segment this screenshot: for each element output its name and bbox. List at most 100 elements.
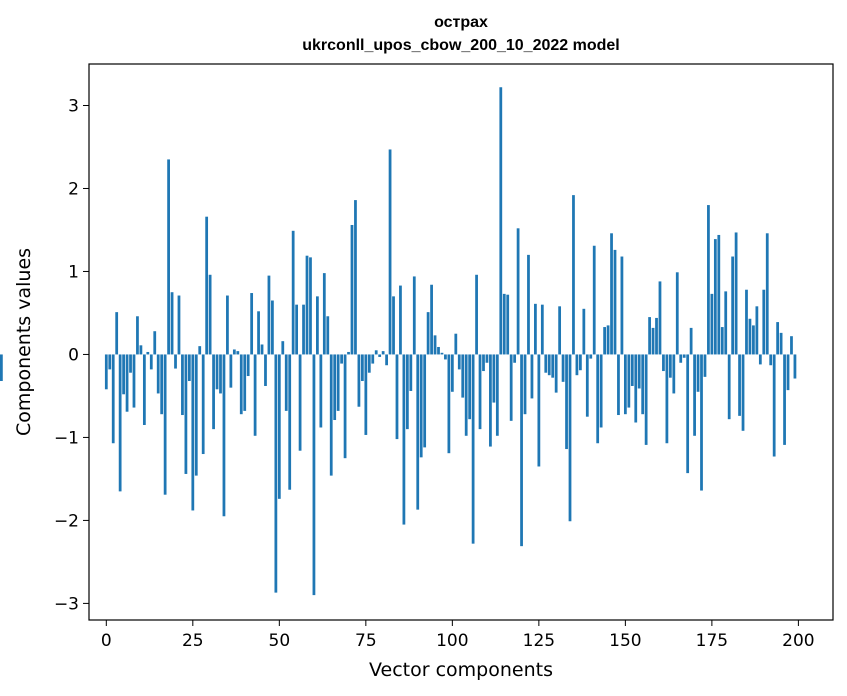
bar-103 <box>461 354 465 398</box>
bar-139 <box>585 354 589 417</box>
bar-1 <box>108 354 112 370</box>
bar-39 <box>239 354 243 415</box>
bar-88 <box>409 354 413 391</box>
bar-123 <box>530 354 534 399</box>
bar-49 <box>274 354 278 593</box>
bar-194 <box>776 322 780 355</box>
bar-17 <box>163 354 167 495</box>
bar-70 <box>347 351 350 355</box>
bar-142 <box>596 354 600 444</box>
bar-133 <box>565 354 568 450</box>
bar-27 <box>198 346 202 355</box>
bar-124 <box>534 303 537 355</box>
bar-171 <box>696 354 700 392</box>
bar-50 <box>277 354 281 499</box>
bar-101 <box>454 333 458 355</box>
bar-184 <box>741 354 745 431</box>
bar-10 <box>139 345 143 355</box>
bar-191 <box>765 233 769 355</box>
bar-55 <box>295 304 299 355</box>
bar-96 <box>437 346 440 355</box>
bar-90 <box>416 354 420 510</box>
bar-162 <box>665 354 669 444</box>
plot-frame <box>88 63 834 621</box>
bar-63 <box>322 273 326 355</box>
bar-108 <box>478 354 482 430</box>
x-tick-label: 175 <box>696 631 728 651</box>
bar-48 <box>271 300 274 355</box>
bar-4 <box>118 354 122 492</box>
bar-132 <box>561 354 565 382</box>
bar-12 <box>146 351 150 355</box>
bar-165 <box>675 272 679 355</box>
bar-78 <box>374 350 378 355</box>
bar-169 <box>689 327 693 355</box>
bar-116 <box>506 294 510 355</box>
bar-56 <box>298 354 302 451</box>
bar-183 <box>738 354 741 416</box>
bar-43 <box>253 354 257 436</box>
bar-152 <box>630 354 634 386</box>
bar-131 <box>558 306 562 355</box>
bar-178 <box>720 327 724 355</box>
bar-156 <box>644 354 648 445</box>
bar-167 <box>682 354 686 358</box>
bar-47 <box>267 275 271 355</box>
bar-37 <box>232 349 236 355</box>
bar-69 <box>343 354 347 459</box>
bar-46 <box>264 354 267 386</box>
bar-180 <box>727 354 731 420</box>
bar-173 <box>703 354 707 377</box>
bar-160 <box>658 281 662 355</box>
bar-80 <box>381 351 385 355</box>
bar-77 <box>371 354 375 364</box>
bar-5 <box>122 354 125 395</box>
bar-45 <box>260 344 264 355</box>
bar-112 <box>492 354 496 403</box>
bar-82 <box>388 149 392 355</box>
bar-141 <box>592 245 596 355</box>
y-tick-label: −1 <box>54 428 79 448</box>
bar-181 <box>731 256 735 355</box>
bar-128 <box>547 354 551 376</box>
y-tick-label: −2 <box>54 511 79 531</box>
bar-143 <box>599 354 603 428</box>
chart-title: острах <box>434 14 488 31</box>
bar-163 <box>668 354 672 378</box>
bar-154 <box>637 354 641 389</box>
bar-136 <box>575 354 579 376</box>
bar-66 <box>333 354 337 421</box>
bar-115 <box>502 293 506 355</box>
bar-65 <box>329 354 333 476</box>
bar-81 <box>385 354 388 366</box>
x-tick-label: 75 <box>355 631 377 651</box>
bar-15 <box>156 354 160 394</box>
bar-73 <box>357 354 361 407</box>
bar-113 <box>495 354 499 436</box>
bar-182 <box>734 232 738 355</box>
bar-176 <box>713 239 717 355</box>
bar-144 <box>603 327 606 355</box>
y-axis-ticks: −3 −2 −1 0 1 2 3 <box>54 96 89 614</box>
bar-13 <box>149 354 153 370</box>
bar-11 <box>142 354 146 425</box>
bar-29 <box>205 216 209 355</box>
bar-196 <box>783 354 786 445</box>
bar-72 <box>354 200 357 355</box>
bar-149 <box>620 256 624 355</box>
bar-44 <box>257 311 260 355</box>
bar-198 <box>790 336 793 355</box>
bar-177 <box>717 234 721 355</box>
bar-126 <box>540 304 544 355</box>
bar-129 <box>551 354 555 378</box>
bar-102 <box>457 354 461 370</box>
bar-174 <box>707 205 710 355</box>
bar-series <box>0 87 797 596</box>
bar-64 <box>326 316 330 355</box>
bar-35 <box>226 295 229 355</box>
bar-22 <box>181 354 184 416</box>
bar-140 <box>589 354 593 359</box>
bar-51 <box>281 341 285 355</box>
bar-188 <box>755 306 759 355</box>
bar-16 <box>160 354 164 415</box>
